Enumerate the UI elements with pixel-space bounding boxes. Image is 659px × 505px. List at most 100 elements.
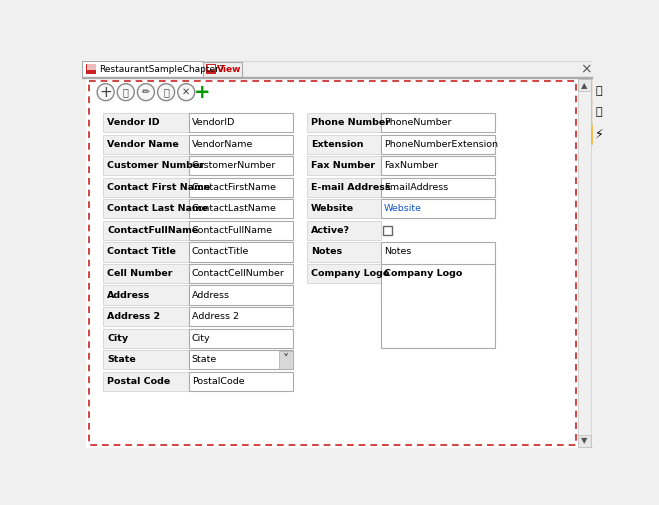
Bar <box>307 221 381 240</box>
Bar <box>207 65 215 70</box>
Bar <box>307 156 381 175</box>
Text: CustomerNumber: CustomerNumber <box>192 161 276 170</box>
Bar <box>307 264 381 283</box>
Bar <box>307 178 381 197</box>
Text: ✏: ✏ <box>142 87 150 97</box>
Bar <box>103 372 188 391</box>
Text: PhoneNumber: PhoneNumber <box>384 118 451 127</box>
Text: State: State <box>107 355 136 364</box>
Bar <box>87 65 96 70</box>
Bar <box>307 134 381 154</box>
Bar <box>381 199 496 219</box>
Bar <box>188 329 293 348</box>
Bar <box>188 285 293 305</box>
Text: ContactFirstName: ContactFirstName <box>192 183 277 192</box>
Text: View: View <box>217 65 242 74</box>
Text: City: City <box>107 334 129 343</box>
Text: 🖫: 🖫 <box>163 87 169 97</box>
Text: EmailAddress: EmailAddress <box>384 183 448 192</box>
Bar <box>82 61 593 78</box>
Bar <box>82 61 202 78</box>
Text: Address: Address <box>192 290 229 299</box>
Bar <box>381 242 496 305</box>
Text: Contact First Name: Contact First Name <box>107 183 210 192</box>
Text: ContactTitle: ContactTitle <box>192 247 249 257</box>
Text: VendorID: VendorID <box>192 118 235 127</box>
Bar <box>188 264 293 283</box>
Bar <box>188 156 293 175</box>
Circle shape <box>97 84 114 100</box>
Bar <box>381 264 496 348</box>
Text: Phone Number: Phone Number <box>311 118 390 127</box>
Bar <box>103 134 188 154</box>
Bar <box>579 435 590 447</box>
Text: ContactFullName: ContactFullName <box>192 226 273 235</box>
Bar <box>381 113 496 132</box>
Bar <box>103 113 188 132</box>
Bar <box>188 221 293 240</box>
Bar <box>103 242 188 262</box>
Bar <box>188 113 293 132</box>
Text: Contact Title: Contact Title <box>107 247 176 257</box>
Text: Address 2: Address 2 <box>192 312 239 321</box>
Text: 🖌: 🖌 <box>596 107 602 117</box>
Text: FaxNumber: FaxNumber <box>384 161 438 170</box>
Bar <box>307 199 381 219</box>
Bar <box>103 350 188 369</box>
Circle shape <box>158 84 175 100</box>
Bar <box>579 79 590 447</box>
Text: 🪣: 🪣 <box>596 86 602 95</box>
Text: ContactLastName: ContactLastName <box>192 205 277 213</box>
Bar <box>590 102 608 122</box>
Bar <box>381 134 496 154</box>
Bar <box>203 62 242 78</box>
Bar <box>590 81 608 100</box>
Circle shape <box>178 84 195 100</box>
Bar <box>188 350 293 369</box>
Text: Postal Code: Postal Code <box>107 377 171 386</box>
Bar <box>103 285 188 305</box>
Bar <box>307 242 381 262</box>
Text: Address 2: Address 2 <box>107 312 160 321</box>
Text: Company Logo: Company Logo <box>384 269 462 278</box>
Bar <box>188 199 293 219</box>
Text: 🗑: 🗑 <box>123 87 129 97</box>
Text: Notes: Notes <box>384 247 411 256</box>
Bar <box>103 221 188 240</box>
Text: Website: Website <box>311 205 354 213</box>
Text: Fax Number: Fax Number <box>311 161 375 170</box>
Bar <box>381 156 496 175</box>
Text: PostalCode: PostalCode <box>192 377 244 386</box>
Text: RestaurantSampleChapter7: RestaurantSampleChapter7 <box>99 65 224 74</box>
Text: Contact Last Name: Contact Last Name <box>107 205 208 213</box>
Bar <box>103 199 188 219</box>
Text: Vendor ID: Vendor ID <box>107 118 159 127</box>
Bar <box>103 264 188 283</box>
Text: +: + <box>194 83 210 102</box>
Bar <box>206 65 215 74</box>
Text: Active?: Active? <box>311 226 350 235</box>
Text: VendorName: VendorName <box>192 140 253 148</box>
Text: Vendor Name: Vendor Name <box>107 140 179 148</box>
Text: Company Logo: Company Logo <box>311 269 389 278</box>
Text: +: + <box>100 85 112 99</box>
Bar <box>381 178 496 197</box>
Bar <box>279 351 293 369</box>
Bar <box>307 113 381 132</box>
Bar <box>103 156 188 175</box>
Bar <box>103 178 188 197</box>
Text: State: State <box>192 355 217 364</box>
Text: Address: Address <box>107 290 150 299</box>
Text: Cell Number: Cell Number <box>107 269 173 278</box>
Text: ContactCellNumber: ContactCellNumber <box>192 269 285 278</box>
Bar <box>188 178 293 197</box>
Circle shape <box>117 84 134 100</box>
Text: Customer Number: Customer Number <box>107 161 204 170</box>
Bar <box>87 65 96 70</box>
Bar <box>103 329 188 348</box>
Text: E-mail Address: E-mail Address <box>311 183 391 192</box>
Text: ContactFullName: ContactFullName <box>107 226 198 235</box>
Text: ×: × <box>581 62 592 76</box>
Bar <box>590 124 608 144</box>
Bar <box>188 372 293 391</box>
